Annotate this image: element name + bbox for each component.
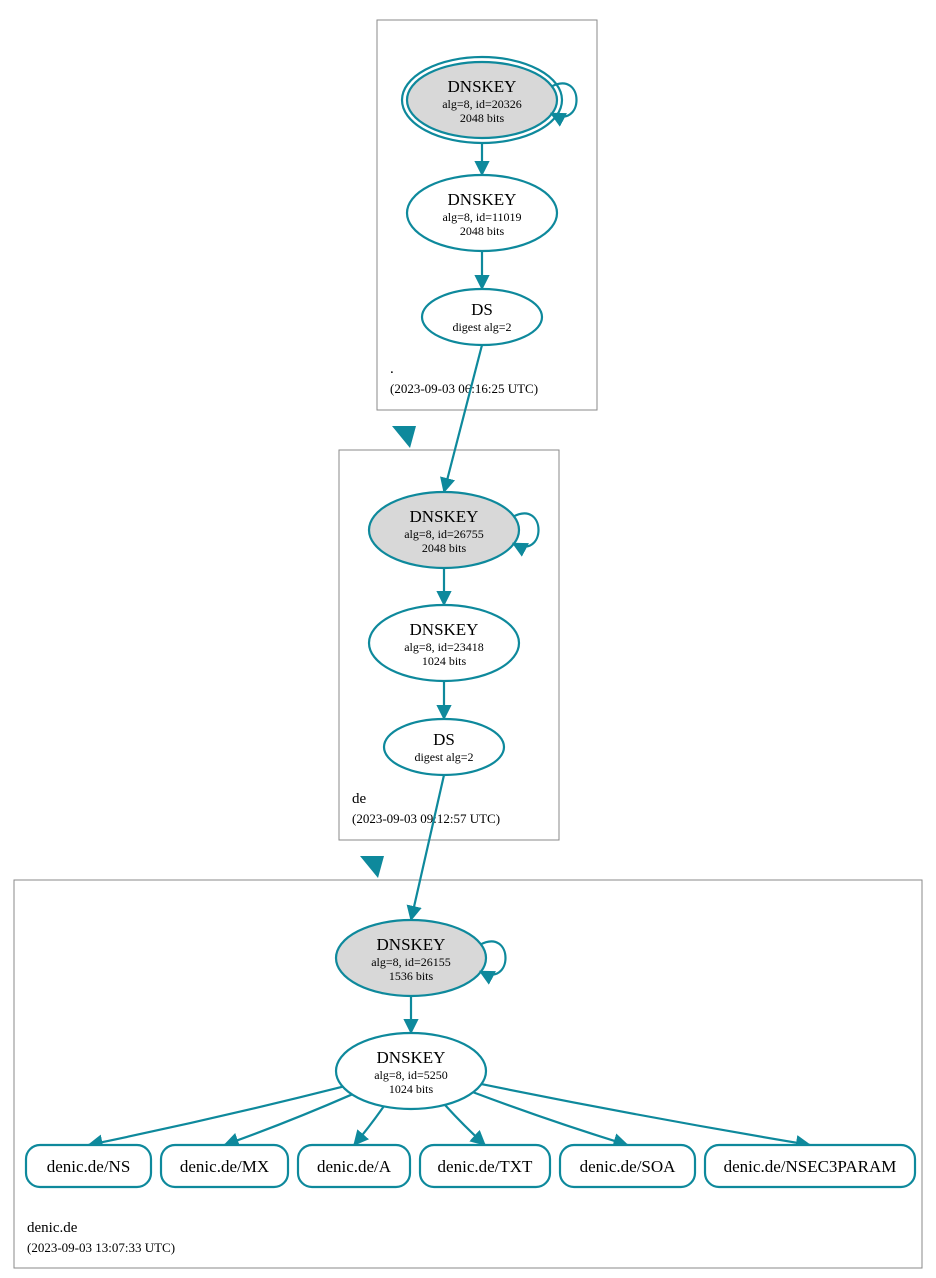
edge	[445, 1105, 485, 1145]
de-ds-line2: digest alg=2	[414, 750, 473, 764]
edge	[444, 345, 482, 492]
zone-timestamp-de: (2023-09-03 09:12:57 UTC)	[352, 811, 500, 826]
denic-zsk-title: DNSKEY	[377, 1048, 446, 1067]
root-zsk-title: DNSKEY	[448, 190, 517, 209]
zone-label-denic: denic.de	[27, 1220, 78, 1236]
root-ds-line2: digest alg=2	[452, 320, 511, 334]
rr-mx-label: denic.de/MX	[180, 1157, 269, 1176]
edge	[411, 775, 444, 920]
root-ksk-line3: 2048 bits	[460, 111, 505, 125]
rr-ns-label: denic.de/NS	[47, 1157, 131, 1176]
de-zsk-line3: 1024 bits	[422, 654, 467, 668]
dnssec-diagram: . (2023-09-03 06:16:25 UTC) de (2023-09-03 …	[0, 0, 936, 1278]
de-zsk-line2: alg=8, id=23418	[404, 640, 484, 654]
de-ksk-line3: 2048 bits	[422, 541, 467, 555]
denic-ksk-line3: 1536 bits	[389, 969, 434, 983]
zone-label-root: .	[390, 361, 394, 377]
de-zsk-title: DNSKEY	[410, 620, 479, 639]
zone-label-de: de	[352, 791, 367, 807]
edge	[354, 1106, 384, 1145]
edge	[481, 1084, 810, 1145]
rr-txt-label: denic.de/TXT	[438, 1157, 533, 1176]
denic-ksk-title: DNSKEY	[377, 935, 446, 954]
root-zsk-line3: 2048 bits	[460, 224, 505, 238]
de-ksk-title: DNSKEY	[410, 507, 479, 526]
root-ksk-title: DNSKEY	[448, 77, 517, 96]
edge	[225, 1094, 352, 1145]
root-ds-title: DS	[471, 300, 493, 319]
de-ds-title: DS	[433, 730, 455, 749]
delegation-arrow	[392, 426, 416, 448]
rr-nsec3-label: denic.de/NSEC3PARAM	[724, 1157, 897, 1176]
zone-timestamp-root: (2023-09-03 06:16:25 UTC)	[390, 381, 538, 396]
rr-a-label: denic.de/A	[317, 1157, 392, 1176]
rr-soa-label: denic.de/SOA	[580, 1157, 677, 1176]
denic-zsk-line3: 1024 bits	[389, 1082, 434, 1096]
edge	[89, 1087, 343, 1145]
edge	[473, 1092, 627, 1145]
zone-timestamp-denic: (2023-09-03 13:07:33 UTC)	[27, 1240, 175, 1255]
root-ksk-line2: alg=8, id=20326	[442, 97, 522, 111]
denic-zsk-line2: alg=8, id=5250	[374, 1068, 448, 1082]
root-zsk-line2: alg=8, id=11019	[442, 210, 521, 224]
denic-ksk-line2: alg=8, id=26155	[371, 955, 451, 969]
delegation-arrow	[360, 856, 384, 878]
de-ksk-line2: alg=8, id=26755	[404, 527, 484, 541]
